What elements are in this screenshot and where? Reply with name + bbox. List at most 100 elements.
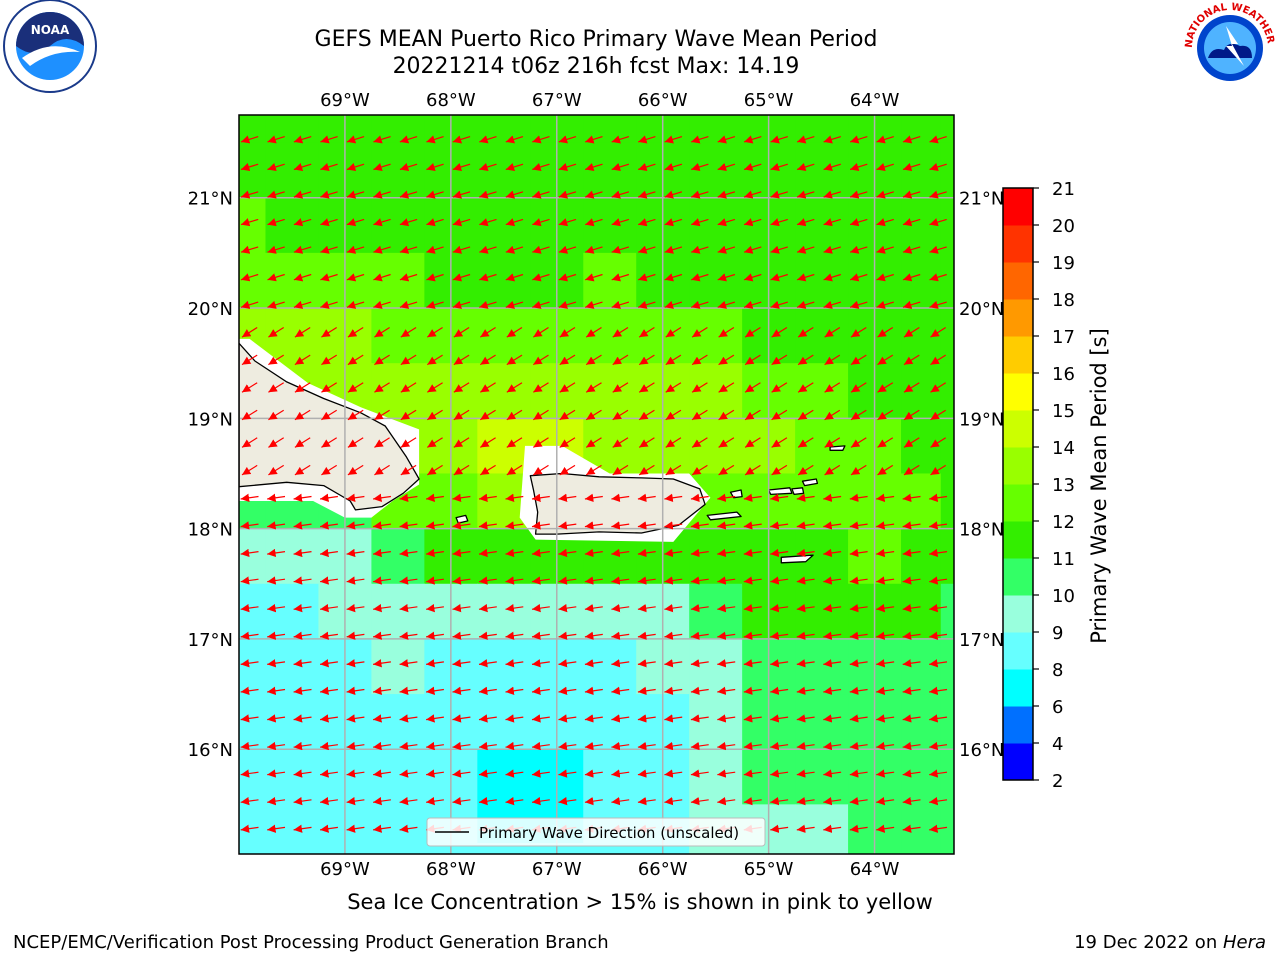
wave-direction-arrow bbox=[930, 382, 947, 393]
wave-direction-arrow bbox=[770, 190, 788, 199]
field-cell bbox=[901, 638, 942, 695]
wave-direction-arrow bbox=[637, 548, 656, 558]
wave-direction-arrow bbox=[744, 326, 761, 338]
wave-direction-arrow bbox=[505, 548, 524, 558]
wave-direction-arrow bbox=[850, 409, 867, 421]
wave-direction-arrow bbox=[637, 521, 656, 530]
field-cell bbox=[901, 252, 942, 309]
wave-direction-arrow bbox=[796, 824, 815, 833]
wave-direction-arrow bbox=[690, 576, 709, 585]
wave-direction-arrow bbox=[876, 824, 895, 833]
wave-direction-arrow bbox=[771, 326, 788, 338]
colorbar-segment bbox=[1003, 595, 1033, 633]
wave-direction-arrow bbox=[770, 300, 788, 309]
wave-direction-arrow bbox=[611, 576, 630, 585]
field-cell bbox=[371, 638, 425, 695]
field-cell bbox=[940, 115, 954, 144]
wave-direction-arrow bbox=[321, 382, 338, 393]
wave-direction-arrow bbox=[478, 714, 497, 723]
wave-direction-arrow bbox=[240, 659, 259, 668]
wave-direction-arrow bbox=[478, 603, 497, 613]
wave-direction-arrow bbox=[823, 493, 842, 502]
field-cell bbox=[689, 142, 743, 199]
colorbar-segment bbox=[1003, 447, 1033, 485]
wave-direction-arrow bbox=[665, 326, 682, 338]
landmass bbox=[455, 514, 469, 524]
wave-direction-arrow bbox=[849, 796, 868, 806]
wave-direction-arrow bbox=[585, 326, 602, 338]
colorbar-segment bbox=[1003, 706, 1033, 744]
wave-direction-arrow bbox=[346, 686, 365, 695]
wave-direction-arrow bbox=[267, 769, 286, 778]
wave-direction-arrow bbox=[743, 273, 762, 282]
wave-direction-arrow bbox=[585, 135, 603, 144]
wave-direction-arrow bbox=[770, 576, 789, 585]
wave-direction-arrow bbox=[346, 824, 365, 833]
field-cell bbox=[689, 252, 743, 309]
grid-lines bbox=[239, 115, 954, 854]
wave-direction-arrow bbox=[558, 163, 577, 172]
wave-direction-arrow bbox=[664, 796, 683, 806]
wave-direction-arrow bbox=[637, 603, 656, 613]
wave-direction-arrow bbox=[585, 190, 603, 199]
wave-direction-arrow bbox=[584, 521, 603, 530]
wave-direction-arrow bbox=[770, 135, 788, 144]
x-tick-label-top: 68°W bbox=[426, 90, 476, 111]
wave-direction-arrow bbox=[638, 190, 656, 199]
wave-direction-arrow bbox=[479, 190, 497, 199]
landmass bbox=[829, 445, 846, 451]
wave-direction-arrow bbox=[532, 464, 549, 476]
wave-direction-arrow bbox=[532, 354, 549, 366]
wave-direction-arrow bbox=[849, 714, 868, 723]
field-cell bbox=[901, 197, 942, 254]
wave-direction-arrow bbox=[505, 631, 524, 640]
footer-date: 19 Dec 2022 on Hera bbox=[1074, 932, 1266, 953]
colorbar-tick-label: 9 bbox=[1052, 623, 1063, 644]
wave-direction-arrow bbox=[611, 163, 630, 172]
wave-direction-arrow bbox=[664, 163, 683, 172]
wave-direction-arrow bbox=[717, 245, 736, 254]
field-cell bbox=[689, 528, 743, 585]
wave-direction-arrow bbox=[929, 714, 948, 723]
wave-direction-arrow bbox=[691, 464, 708, 476]
colorbar-segment bbox=[1003, 225, 1033, 263]
wave-direction-arrow bbox=[823, 686, 842, 695]
wave-direction-arrow bbox=[399, 659, 418, 668]
wave-direction-arrow bbox=[320, 631, 338, 640]
wave-direction-arrow bbox=[902, 493, 921, 502]
wave-direction-arrow bbox=[584, 631, 603, 640]
wave-direction-arrow bbox=[796, 218, 815, 227]
wave-direction-arrow bbox=[399, 190, 418, 199]
wave-direction-arrow bbox=[267, 576, 286, 585]
field-cell bbox=[371, 694, 425, 750]
field-cell bbox=[371, 252, 425, 309]
wave-direction-arrow bbox=[611, 245, 630, 254]
wave-direction-arrow bbox=[531, 493, 550, 502]
wave-direction-arrow bbox=[770, 163, 788, 172]
wave-direction-arrow bbox=[664, 218, 683, 227]
wave-direction-arrow bbox=[267, 300, 285, 309]
wave-direction-arrow bbox=[240, 273, 259, 282]
wave-direction-arrow bbox=[558, 190, 577, 199]
wave-direction-arrow bbox=[532, 135, 550, 144]
field-cell bbox=[940, 473, 954, 530]
wave-direction-arrow bbox=[637, 714, 656, 723]
wave-direction-arrow bbox=[690, 603, 709, 613]
wave-direction-arrow bbox=[850, 464, 867, 476]
x-tick-label-bottom: 69°W bbox=[320, 859, 370, 880]
wave-direction-arrow bbox=[240, 769, 259, 778]
field-cell bbox=[477, 528, 531, 585]
wave-direction-arrow bbox=[876, 603, 895, 613]
wave-direction-arrow bbox=[638, 354, 655, 366]
colorbar-tick-label: 2 bbox=[1052, 771, 1063, 792]
wave-direction-arrow bbox=[665, 409, 682, 421]
wave-direction-arrow bbox=[452, 521, 471, 530]
wave-direction-arrow bbox=[664, 245, 683, 254]
wave-direction-arrow bbox=[399, 769, 418, 778]
wave-direction-arrow bbox=[744, 409, 761, 421]
wave-direction-arrow bbox=[426, 769, 444, 778]
wave-direction-arrow bbox=[902, 190, 921, 199]
wave-direction-arrow bbox=[743, 659, 762, 668]
wave-direction-arrow bbox=[584, 741, 603, 751]
y-tick-label-right: 16°N bbox=[959, 740, 1004, 761]
